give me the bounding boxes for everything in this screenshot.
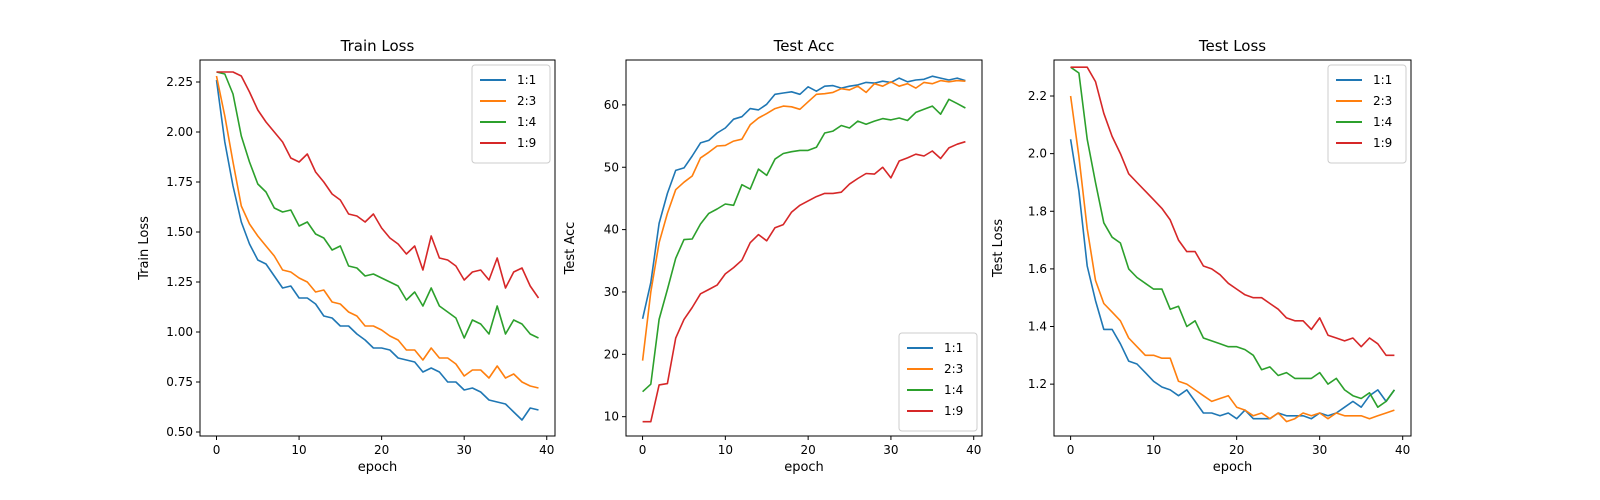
y-tick-label: 1.00 <box>166 325 193 339</box>
legend-label-1-9: 1:9 <box>517 136 536 150</box>
chart-train-loss: Train Loss 0 10 20 30 40 0.50 0.75 1.00 1.25 1.50 1… <box>137 37 556 475</box>
legend-label-1-1: 1:1 <box>517 73 536 87</box>
legend-label-1-9: 1:9 <box>1373 136 1392 150</box>
y-tick-label: 1.25 <box>166 275 193 289</box>
legend-label-2-3: 2:3 <box>517 94 536 108</box>
y-axis-label: Train Loss <box>137 216 152 281</box>
legend: 1:1 2:3 1:4 1:9 <box>1327 64 1407 164</box>
chart-test-acc: Test Acc 0 10 20 30 40 10 20 30 40 50 60 epoch Test A… <box>563 37 983 475</box>
y-tick-label: 2.00 <box>166 125 193 139</box>
legend-label-1-4: 1:4 <box>944 383 963 397</box>
y-tick-label: 1.50 <box>166 225 193 239</box>
series-line-1-1 <box>215 79 539 421</box>
y-tick-label: 10 <box>604 410 619 424</box>
y-tick-label: 1.6 <box>1028 262 1047 276</box>
x-tick-label: 0 <box>213 443 221 457</box>
legend-label-2-3: 2:3 <box>944 362 963 376</box>
x-tick-label: 20 <box>800 443 815 457</box>
legend-label-1-4: 1:4 <box>517 115 536 129</box>
legend-label-1-1: 1:1 <box>1373 73 1392 87</box>
chart-title: Test Loss <box>1198 37 1266 55</box>
chart-title: Test Acc <box>773 37 835 55</box>
y-tick-label: 0.75 <box>166 375 193 389</box>
y-axis-label: Test Loss <box>991 219 1006 278</box>
plot-frame <box>1053 59 1412 437</box>
y-tick-label: 50 <box>604 160 619 174</box>
y-tick-label: 0.50 <box>166 425 193 439</box>
y-tick-label: 2.2 <box>1028 89 1047 103</box>
x-tick-label: 30 <box>1312 443 1327 457</box>
series-line-1-1 <box>1069 139 1396 420</box>
y-tick-label: 30 <box>604 285 619 299</box>
series-line-1-9 <box>216 71 540 299</box>
x-tick-label: 20 <box>1229 443 1244 457</box>
series-line-2-3 <box>1069 95 1395 423</box>
series-line-1-9 <box>1070 66 1395 357</box>
y-tick-label: 2.0 <box>1028 147 1047 161</box>
x-tick-label: 30 <box>457 443 472 457</box>
series-line-1-1 <box>641 75 966 319</box>
x-tick-label: 0 <box>1067 443 1075 457</box>
series-line-2-3 <box>641 79 966 361</box>
legend: 1:1 2:3 1:4 1:9 <box>471 64 551 164</box>
x-tick-label: 40 <box>1395 443 1410 457</box>
x-tick-label: 30 <box>883 443 898 457</box>
legend-label-1-1: 1:1 <box>944 341 963 355</box>
y-tick-label: 20 <box>604 347 619 361</box>
x-tick-label: 10 <box>718 443 733 457</box>
series-line-1-9 <box>642 140 966 423</box>
x-axis-label: epoch <box>1213 460 1253 475</box>
x-axis-label: epoch <box>784 460 824 475</box>
legend-label-2-3: 2:3 <box>1373 94 1392 108</box>
legend-box <box>1327 64 1407 164</box>
x-tick-label: 10 <box>291 443 306 457</box>
x-tick-label: 20 <box>374 443 389 457</box>
y-tick-label: 1.8 <box>1028 204 1047 218</box>
x-axis-label: epoch <box>358 460 398 475</box>
legend-label-1-9: 1:9 <box>944 404 963 418</box>
y-axis-label: Test Acc <box>563 222 578 276</box>
y-tick-label: 1.75 <box>166 175 193 189</box>
x-tick-label: 40 <box>966 443 981 457</box>
plot-frame <box>199 59 556 437</box>
legend-box <box>898 332 978 432</box>
chart-title: Train Loss <box>340 37 415 55</box>
legend-box <box>471 64 551 164</box>
legend-label-1-4: 1:4 <box>1373 115 1392 129</box>
series-line-2-3 <box>215 75 539 389</box>
legend: 1:1 2:3 1:4 1:9 <box>898 332 978 432</box>
y-tick-label: 40 <box>604 223 619 237</box>
y-tick-label: 1.2 <box>1028 377 1047 391</box>
series-line-1-4 <box>216 71 539 339</box>
x-tick-label: 40 <box>539 443 554 457</box>
x-tick-label: 10 <box>1146 443 1161 457</box>
y-tick-label: 2.25 <box>166 75 193 89</box>
series-line-1-4 <box>1070 66 1396 409</box>
plot-frame <box>625 59 983 437</box>
chart-test-loss: Test Loss 0 10 20 30 40 1.2 1.4 1.6 1.8 2.0 2.2 epoc… <box>991 37 1412 475</box>
y-tick-label: 1.4 <box>1028 320 1047 334</box>
series-line-1-4 <box>642 98 966 393</box>
x-tick-label: 0 <box>639 443 647 457</box>
y-tick-label: 60 <box>604 98 619 112</box>
